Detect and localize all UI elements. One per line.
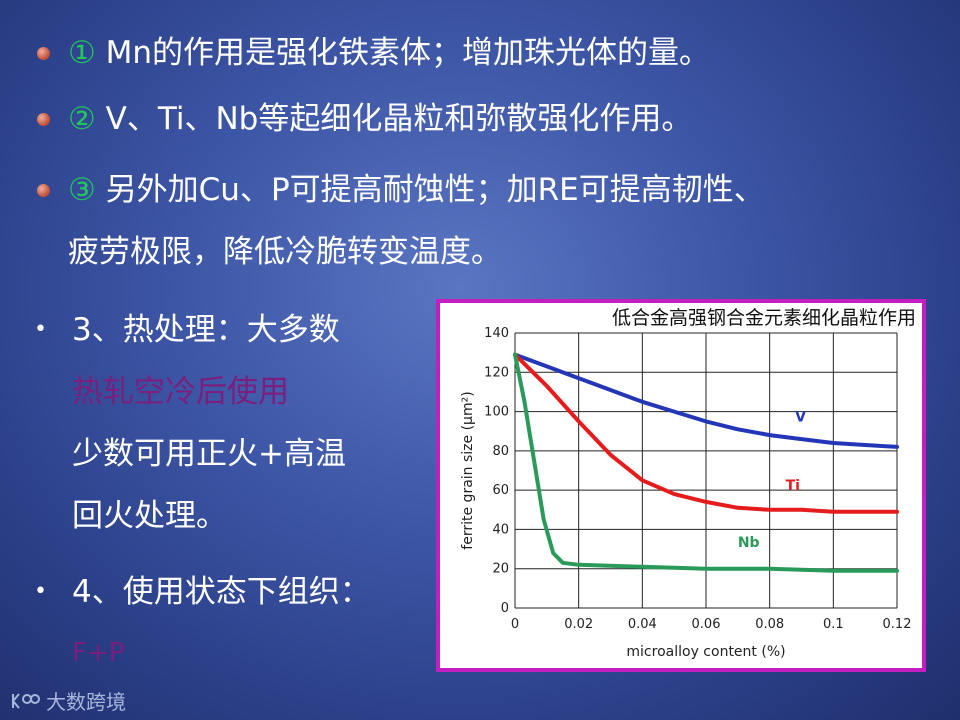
y-tick-label: 140 — [484, 326, 509, 341]
circled-number-3: ③ — [68, 172, 96, 208]
circled-number-1: ① — [68, 35, 96, 71]
x-tick-label: 0.12 — [883, 617, 912, 632]
bullet-line-2: ② V、Ti、Nb等起细化晶粒和弥散强化作用。 — [68, 99, 692, 139]
series-label-v: V — [795, 409, 806, 425]
chart-title: 低合金高强钢合金元素细化晶粒作用 — [611, 307, 916, 329]
x-tick-label: 0.06 — [692, 617, 721, 632]
y-tick-label: 80 — [492, 444, 509, 459]
circled-number-2: ② — [68, 101, 96, 137]
x-tick-label: 0.02 — [564, 617, 593, 632]
series-label-nb: Nb — [738, 535, 760, 551]
y-tick-label: 120 — [484, 365, 509, 380]
x-axis-label: microalloy content (%) — [626, 644, 785, 660]
y-tick-label: 40 — [492, 522, 509, 537]
y-tick-label: 0 — [501, 601, 509, 616]
heat-treatment-line-2: 热轧空冷后使用 — [72, 374, 289, 410]
x-tick-label: 0.04 — [628, 617, 657, 632]
x-tick-label: 0.1 — [823, 617, 844, 632]
y-axis-label: ferrite grain size (μm²) — [460, 391, 476, 549]
sub-bullet-4: • — [34, 579, 47, 604]
y-tick-label: 100 — [484, 405, 509, 420]
sub-bullet-3: • — [34, 317, 47, 342]
series-line-ti — [513, 352, 899, 514]
bullet-line-3: ③ 另外加Cu、P可提高耐蚀性；加RE可提高韧性、 — [68, 170, 765, 210]
series-line-v — [513, 352, 899, 449]
bullet-text-2: V、Ti、Nb等起细化晶粒和弥散强化作用。 — [95, 101, 693, 137]
series-line-nb — [513, 352, 899, 573]
bullet-line-3-cont: 疲劳极限，降低冷脆转变温度。 — [68, 234, 502, 270]
usage-state-label: 4、使用状态下组织： — [72, 574, 371, 610]
heat-treatment-line-4: 回火处理。 — [72, 498, 227, 534]
bullet-text-1: Mn的作用是强化铁素体；增加珠光体的量。 — [95, 35, 711, 71]
bullet-text-3: 另外加Cu、P可提高耐蚀性；加RE可提高韧性、 — [95, 172, 765, 208]
logo-text: 大数跨境 — [46, 690, 126, 714]
grain-size-chart: 低合金高强钢合金元素细化晶粒作用 0 0.02 0.04 0.06 0.08 0.1 0.1… — [436, 299, 926, 672]
heat-treatment-line-1: 3、热处理：大多数 — [72, 312, 340, 348]
bullet-dot-2 — [37, 113, 50, 126]
chart-plot: 0 0.02 0.04 0.06 0.08 0.1 0.12 0 20 40 60 80 100 120 1… — [460, 326, 912, 660]
x-tick-label: 0 — [511, 617, 519, 632]
bullet-dot-3 — [37, 184, 50, 197]
series-label-ti: Ti — [786, 478, 800, 494]
heat-treatment-line-3: 少数可用正火+高温 — [72, 436, 346, 472]
watermark-logo: 大数跨境 — [10, 686, 126, 715]
logo-icon — [12, 692, 40, 709]
y-tick-label: 20 — [492, 562, 509, 577]
y-tick-label: 60 — [492, 483, 509, 498]
x-tick-label: 0.08 — [755, 617, 784, 632]
bullet-line-1: ① Mn的作用是强化铁素体；增加珠光体的量。 — [68, 33, 710, 73]
bullet-dot-1 — [37, 47, 50, 60]
usage-state-value: F+P — [72, 638, 125, 668]
